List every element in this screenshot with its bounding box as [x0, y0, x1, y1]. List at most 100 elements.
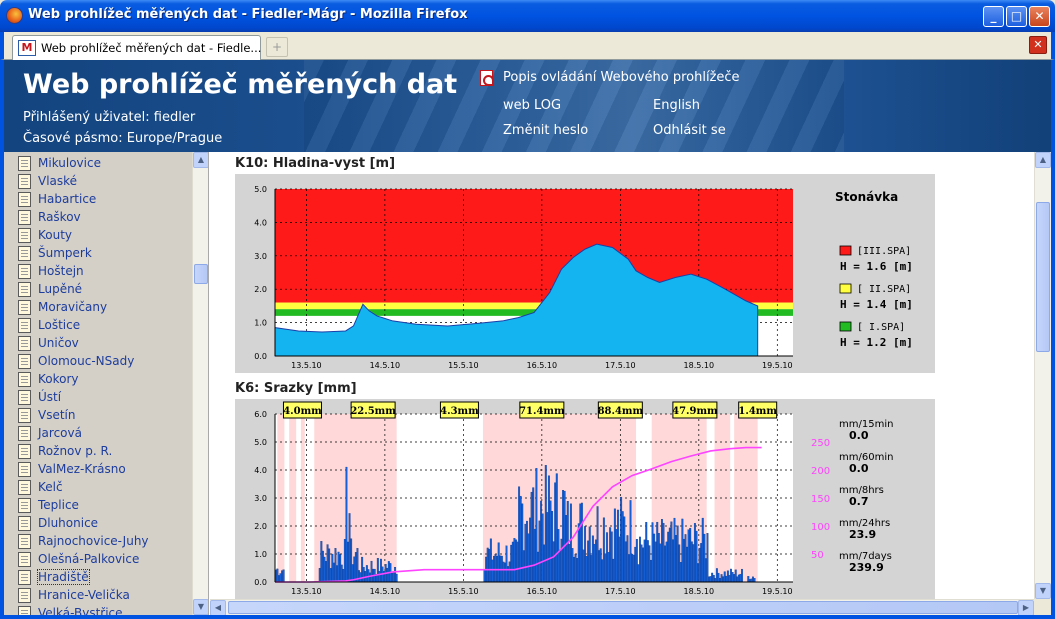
sidebar-item[interactable]: Loštice [4, 317, 192, 335]
water-level-area [274, 243, 759, 357]
document-icon [18, 192, 31, 207]
scroll-down-icon[interactable]: ▼ [193, 599, 208, 615]
precip-bar [648, 545, 651, 583]
precip-bar [342, 568, 345, 583]
scroll-up-icon[interactable]: ▲ [193, 152, 208, 168]
precip-bar [653, 533, 656, 583]
precip-bar [318, 568, 321, 583]
main-vertical-scrollbar[interactable]: ▲ ▼ [1034, 152, 1051, 599]
weblog-link[interactable]: web LOG [503, 98, 562, 113]
sidebar-item[interactable]: Ústí [4, 389, 192, 407]
precip-bar [668, 527, 671, 583]
daily-total-label: 71.4mm [519, 406, 565, 417]
precip-bar [353, 556, 356, 583]
sidebar-item[interactable]: Vsetín [4, 407, 192, 425]
precip-bar [354, 552, 357, 583]
sidebar-item[interactable]: Mikulovice [4, 155, 192, 173]
sidebar-item[interactable]: Habartice [4, 191, 192, 209]
precip-bar [601, 559, 604, 583]
sidebar-item[interactable]: Dluhonice [4, 515, 192, 533]
minimize-button[interactable]: _ [983, 6, 1004, 27]
document-icon [18, 372, 31, 387]
precip-bar [719, 577, 721, 583]
precip-bar [621, 511, 624, 583]
precip-bar [323, 556, 326, 583]
sidebar-item[interactable]: Raškov [4, 209, 192, 227]
sidebar-item[interactable]: Velká-Bystřice [4, 605, 192, 615]
horizontal-scroll-thumb[interactable] [228, 601, 1018, 614]
english-link[interactable]: English [653, 98, 700, 113]
precip-bar [320, 541, 323, 583]
close-tab-icon[interactable]: ✕ [1029, 36, 1047, 54]
sidebar-item[interactable]: Rožnov p. R. [4, 443, 192, 461]
sidebar-item[interactable]: Hoštejn [4, 263, 192, 281]
new-tab-button[interactable]: + [266, 37, 288, 57]
precip-bar [504, 562, 506, 583]
sidebar-item-label: ValMez-Krásno [38, 462, 126, 476]
browser-tab[interactable]: M Web prohlížeč měřených dat - Fiedle... [12, 35, 261, 60]
y-tick-label: 4.0 [254, 466, 267, 475]
sidebar-scrollbar[interactable]: ▲ ▼ [192, 152, 208, 615]
document-icon [18, 156, 31, 171]
precip-bar [555, 473, 558, 583]
document-icon [18, 336, 31, 351]
precip-bar [582, 549, 585, 583]
scroll-up-icon[interactable]: ▲ [1035, 152, 1051, 168]
precip-bar [524, 523, 527, 583]
main-scroll-thumb[interactable] [1036, 202, 1050, 352]
banner-photo [304, 60, 844, 152]
scroll-down-icon[interactable]: ▼ [1035, 583, 1051, 599]
precip-bar [665, 541, 668, 583]
precip-bar [329, 568, 332, 583]
sidebar-scroll-thumb[interactable] [194, 264, 208, 284]
sidebar-item[interactable]: Kokory [4, 371, 192, 389]
precip-bar [565, 515, 568, 583]
x-tick-label: 15.5.10 [448, 361, 479, 370]
sidebar-item[interactable]: Vlaské [4, 173, 192, 191]
sidebar-item[interactable]: ValMez-Krásno [4, 461, 192, 479]
sidebar-item[interactable]: Jarcová [4, 425, 192, 443]
document-icon [18, 462, 31, 477]
help-link[interactable]: Popis ovládání Webového prohlížeče [503, 70, 740, 85]
precip-bar [282, 569, 285, 583]
precip-bar [703, 533, 706, 583]
precip-bar [640, 544, 643, 583]
document-icon [18, 444, 31, 459]
sidebar-item[interactable]: Teplice [4, 497, 192, 515]
sidebar-item[interactable]: Uničov [4, 335, 192, 353]
sidebar-item[interactable]: Hradiště [4, 569, 192, 587]
sidebar-item[interactable]: Kelč [4, 479, 192, 497]
summary-label: mm/60min [839, 452, 893, 463]
maximize-button[interactable]: □ [1006, 6, 1027, 27]
sidebar-item[interactable]: Moravičany [4, 299, 192, 317]
change-password-link[interactable]: Změnit heslo [503, 123, 589, 138]
logout-link[interactable]: Odhlásit se [653, 123, 726, 138]
sidebar-item[interactable]: Olešná-Palkovice [4, 551, 192, 569]
sidebar-item[interactable]: Rajnochovice-Juhy [4, 533, 192, 551]
sidebar-item[interactable]: Kouty [4, 227, 192, 245]
precip-bar [733, 574, 736, 583]
logged-user: Přihlášený uživatel: fiedler [23, 110, 196, 125]
scroll-right-icon[interactable]: ▶ [1018, 600, 1034, 615]
main-horizontal-scrollbar[interactable]: ◀ ▶ [210, 599, 1051, 615]
precip-bar [637, 564, 640, 583]
document-icon [18, 498, 31, 513]
x-tick-label: 19.5.10 [762, 361, 793, 370]
sidebar-item[interactable]: Olomouc-NSady [4, 353, 192, 371]
sidebar-item[interactable]: Hranice-Velička [4, 587, 192, 605]
precip-bar [538, 520, 541, 583]
precipitation-svg: 0.0 1.0 2.0 3.0 4.0 5.0 6.0 13.5.10 14.5.10 15.5.… [254, 401, 893, 596]
precip-bar [362, 567, 365, 583]
precip-bar [339, 554, 342, 583]
y-tick-label: 5.0 [254, 438, 267, 447]
sidebar-item[interactable]: Lupěné [4, 281, 192, 299]
scroll-left-icon[interactable]: ◀ [210, 600, 226, 615]
daily-total-label: 1.4mm [738, 406, 777, 417]
precip-bar [595, 539, 597, 583]
close-window-button[interactable]: ✕ [1029, 6, 1050, 27]
document-icon [18, 318, 31, 333]
sidebar-item-label: Uničov [38, 336, 79, 350]
document-icon [18, 264, 31, 279]
precip-bar [643, 539, 646, 583]
sidebar-item[interactable]: Šumperk [4, 245, 192, 263]
